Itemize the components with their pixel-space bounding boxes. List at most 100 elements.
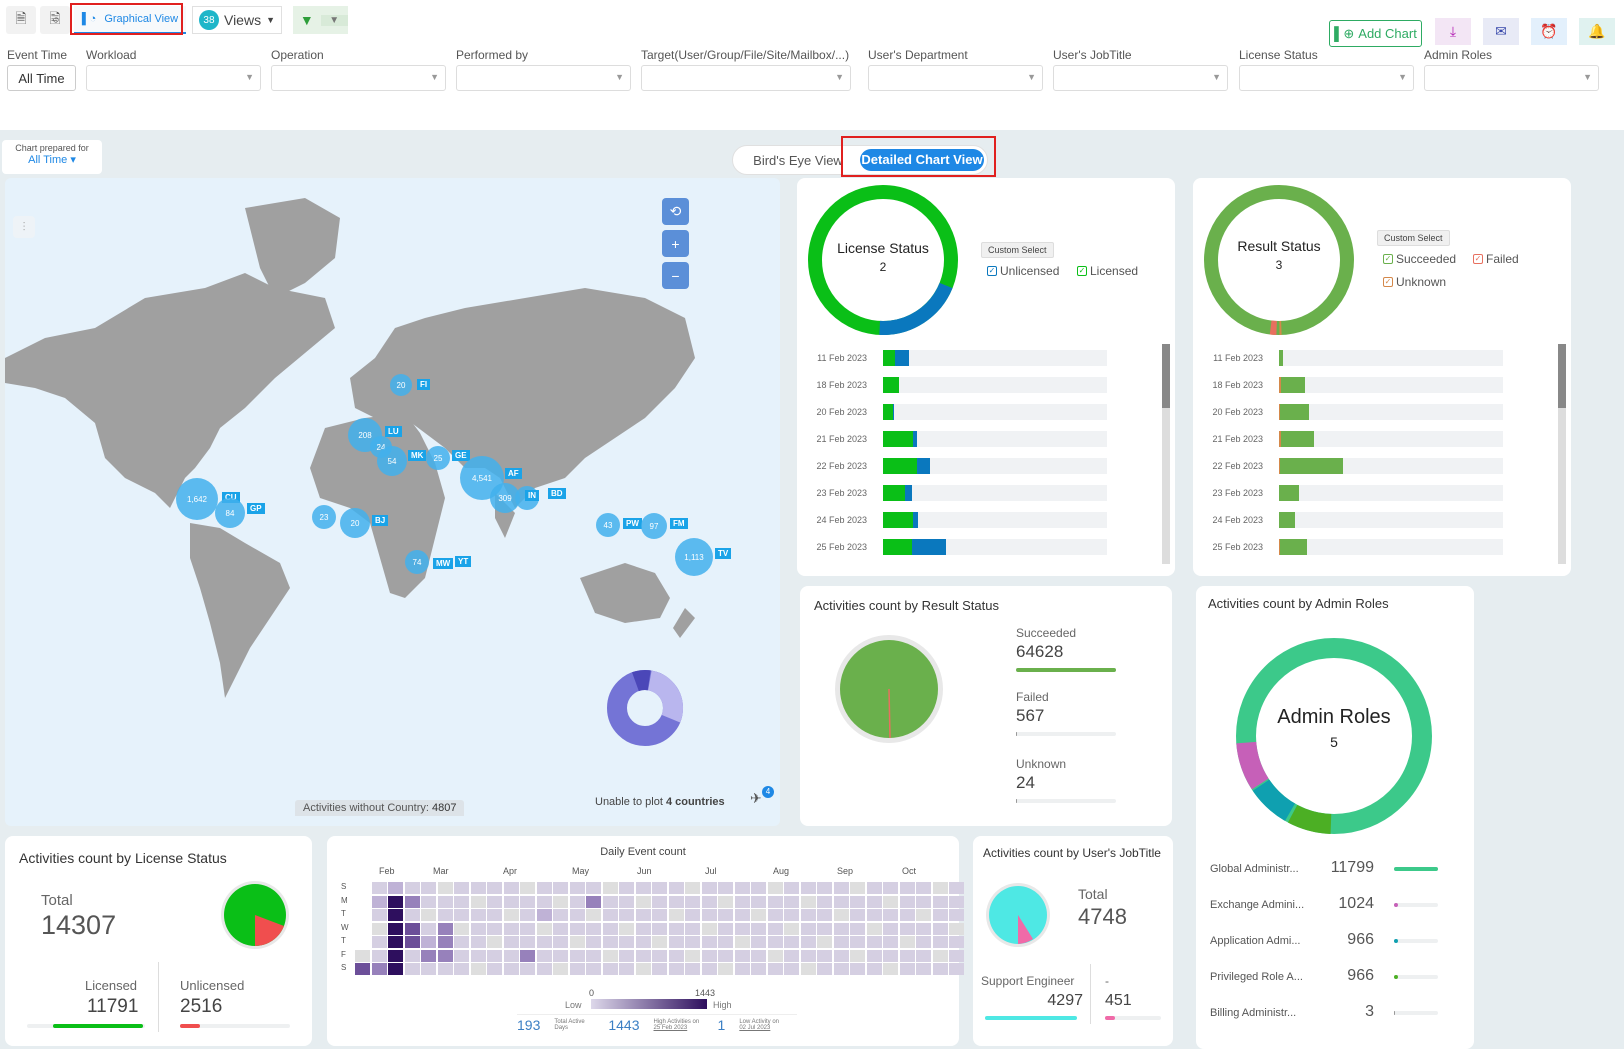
bar-row[interactable]: 11 Feb 2023 bbox=[807, 350, 1107, 366]
heatmap-cell[interactable] bbox=[668, 882, 684, 894]
heatmap-cell[interactable] bbox=[734, 963, 750, 975]
license-pie[interactable] bbox=[220, 880, 290, 950]
heatmap-cell[interactable] bbox=[569, 963, 585, 975]
heatmap-cell[interactable] bbox=[949, 882, 964, 894]
heatmap-cell[interactable] bbox=[437, 882, 453, 894]
heatmap-cell[interactable] bbox=[916, 895, 931, 908]
heatmap-cell[interactable] bbox=[751, 949, 766, 962]
report-icon[interactable]: 🗎 bbox=[6, 6, 36, 34]
heatmap-cell[interactable] bbox=[817, 949, 832, 962]
heatmap-cell[interactable] bbox=[602, 909, 618, 921]
heatmap-cell[interactable] bbox=[520, 963, 535, 975]
heatmap-cell[interactable] bbox=[404, 922, 420, 935]
heatmap-cell[interactable] bbox=[487, 922, 502, 935]
schedule-button[interactable]: ⏰ bbox=[1531, 18, 1567, 45]
heatmap-cell[interactable] bbox=[883, 949, 898, 962]
heatmap-cell[interactable] bbox=[784, 936, 799, 948]
workload-select[interactable] bbox=[86, 65, 261, 91]
heatmap-cell[interactable] bbox=[833, 949, 849, 962]
heatmap-cell[interactable] bbox=[866, 895, 882, 908]
heatmap-cell[interactable] bbox=[866, 949, 882, 962]
heatmap-cell[interactable] bbox=[734, 895, 750, 908]
heatmap-cell[interactable] bbox=[536, 949, 552, 962]
bar-row[interactable]: 11 Feb 2023 bbox=[1203, 350, 1503, 366]
heatmap-cell[interactable] bbox=[388, 949, 403, 962]
heatmap-cell[interactable] bbox=[371, 949, 387, 962]
legend-unknown[interactable]: ✓ Unknown bbox=[1383, 275, 1447, 289]
heatmap-cell[interactable] bbox=[751, 922, 766, 935]
heatmap-cell[interactable] bbox=[916, 936, 931, 948]
heatmap-cell[interactable] bbox=[421, 909, 436, 921]
scrollbar[interactable] bbox=[1558, 344, 1566, 564]
chart-prepared-for[interactable]: Chart prepared for All Time ▾ bbox=[2, 140, 102, 174]
heatmap-cell[interactable] bbox=[866, 963, 882, 975]
heatmap-cell[interactable] bbox=[767, 895, 783, 908]
heatmap-cell[interactable] bbox=[404, 895, 420, 908]
heatmap-cell[interactable] bbox=[899, 895, 915, 908]
heatmap-cell[interactable] bbox=[635, 895, 651, 908]
bar-row[interactable]: 24 Feb 2023 bbox=[807, 512, 1107, 528]
heatmap-cell[interactable] bbox=[470, 936, 486, 948]
map-bubble[interactable]: 84 bbox=[215, 498, 245, 528]
admin-roles-select[interactable] bbox=[1424, 65, 1599, 91]
reset-zoom-icon[interactable]: ⟲ bbox=[662, 198, 689, 225]
heatmap-cell[interactable] bbox=[701, 909, 717, 921]
heatmap-cell[interactable] bbox=[668, 895, 684, 908]
heatmap-cell[interactable] bbox=[784, 949, 799, 962]
bar-row[interactable]: 20 Feb 2023 bbox=[1203, 404, 1503, 420]
map-bubble[interactable]: 25 bbox=[426, 446, 450, 470]
heatmap-cell[interactable] bbox=[767, 949, 783, 962]
map-bubble[interactable]: 43 bbox=[596, 513, 620, 537]
department-select[interactable] bbox=[868, 65, 1043, 91]
detailed-chart-view-tab[interactable]: Detailed Chart View bbox=[860, 149, 984, 171]
heatmap-cell[interactable] bbox=[503, 895, 519, 908]
heatmap-cell[interactable] bbox=[602, 936, 618, 948]
heatmap-cell[interactable] bbox=[899, 882, 915, 894]
heatmap-cell[interactable] bbox=[454, 922, 469, 935]
jobtitle-select[interactable] bbox=[1053, 65, 1228, 91]
heatmap-cell[interactable] bbox=[487, 963, 502, 975]
heatmap-cell[interactable] bbox=[421, 949, 436, 962]
heatmap-cell[interactable] bbox=[404, 909, 420, 921]
heatmap-cell[interactable] bbox=[932, 936, 948, 948]
heatmap-cell[interactable] bbox=[800, 949, 816, 962]
heatmap-cell[interactable] bbox=[536, 922, 552, 935]
heatmap-cell[interactable] bbox=[866, 909, 882, 921]
map-bubble[interactable]: 20 bbox=[340, 508, 370, 538]
heatmap-cell[interactable] bbox=[536, 895, 552, 908]
heatmap-cell[interactable] bbox=[701, 895, 717, 908]
heatmap-cell[interactable] bbox=[602, 895, 618, 908]
operation-select[interactable] bbox=[271, 65, 446, 91]
map-settings-icon[interactable]: ⫶ bbox=[13, 216, 35, 238]
heatmap-cell[interactable] bbox=[850, 882, 865, 894]
heatmap-cell[interactable] bbox=[932, 949, 948, 962]
heatmap-cell[interactable] bbox=[767, 963, 783, 975]
heatmap-cell[interactable] bbox=[388, 963, 403, 975]
heatmap-cell[interactable] bbox=[569, 895, 585, 908]
heatmap-cell[interactable] bbox=[487, 949, 502, 962]
heatmap-cell[interactable] bbox=[553, 922, 568, 935]
heatmap-cell[interactable] bbox=[602, 949, 618, 962]
heatmap-cell[interactable] bbox=[932, 909, 948, 921]
heatmap-cell[interactable] bbox=[800, 895, 816, 908]
world-map[interactable]: ⫶ ⟲ + − 1,642 CU 84 GP 20 FI 208 LU 24 5… bbox=[5, 178, 780, 826]
heatmap-cell[interactable] bbox=[916, 963, 931, 975]
heatmap-cell[interactable] bbox=[718, 895, 733, 908]
heatmap-cell[interactable] bbox=[454, 895, 469, 908]
heatmap-cell[interactable] bbox=[883, 882, 898, 894]
heatmap-cell[interactable] bbox=[602, 882, 618, 894]
heatmap-cell[interactable] bbox=[371, 895, 387, 908]
heatmap-cell[interactable] bbox=[833, 909, 849, 921]
scheduled-report-icon[interactable]: 🗟 bbox=[40, 6, 70, 34]
heatmap-cell[interactable] bbox=[470, 949, 486, 962]
heatmap-cell[interactable] bbox=[668, 936, 684, 948]
heatmap-cell[interactable] bbox=[949, 909, 964, 921]
heatmap-cell[interactable] bbox=[718, 963, 733, 975]
bar-row[interactable]: 18 Feb 2023 bbox=[807, 377, 1107, 393]
heatmap-cell[interactable] bbox=[916, 909, 931, 921]
heatmap-cell[interactable] bbox=[371, 909, 387, 921]
heatmap-cell[interactable] bbox=[454, 882, 469, 894]
heatmap-cell[interactable] bbox=[817, 909, 832, 921]
heatmap-cell[interactable] bbox=[784, 963, 799, 975]
heatmap-cell[interactable] bbox=[635, 963, 651, 975]
